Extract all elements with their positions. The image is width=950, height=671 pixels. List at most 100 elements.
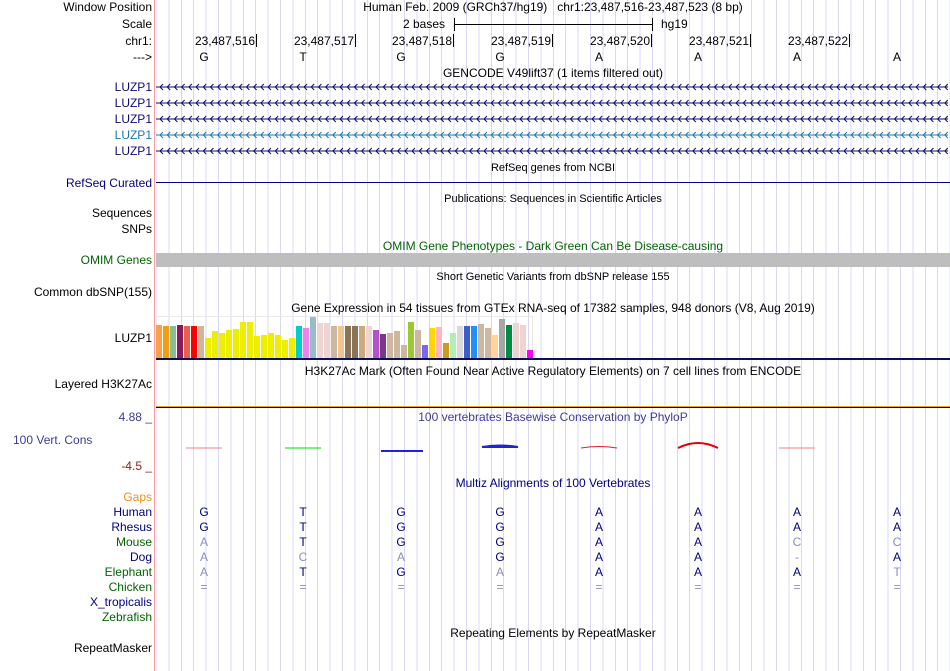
gtex-tissue-bar[interactable] <box>506 324 512 358</box>
aligned-base: A <box>396 550 405 564</box>
species-label-chicken[interactable]: Chicken <box>108 580 152 594</box>
gtex-tissue-bar[interactable] <box>324 322 330 358</box>
gtex-tissue-bar[interactable] <box>163 325 169 358</box>
gtex-tissue-bar[interactable] <box>275 335 281 358</box>
gtex-tissue-bar[interactable] <box>156 324 162 358</box>
species-label-x_tropicalis[interactable]: X_tropicalis <box>89 595 152 609</box>
gtex-tissue-bar[interactable] <box>310 317 316 358</box>
gtex-tissue-bar[interactable] <box>387 333 393 358</box>
aligned-base: A <box>892 550 901 564</box>
gtex-tissue-bar[interactable] <box>205 338 211 358</box>
refseq-label[interactable]: RefSeq Curated <box>65 176 152 190</box>
gtex-tissue-bar[interactable] <box>198 326 204 358</box>
snps-label[interactable]: SNPs <box>121 222 152 236</box>
gtex-tissue-bar[interactable] <box>450 333 456 358</box>
h3k27ac-title[interactable]: H3K27Ac Mark (Often Found Near Active Re… <box>304 364 802 378</box>
gtex-tissue-bar[interactable] <box>429 327 435 358</box>
gtex-tissue-bar[interactable] <box>282 340 288 358</box>
gtex-tissue-bar[interactable] <box>247 321 253 358</box>
gtex-tissue-bar[interactable] <box>184 326 190 358</box>
gene-label-luzp1[interactable]: LUZP1 <box>114 80 152 94</box>
gtex-tissue-bar[interactable] <box>380 334 386 358</box>
gtex-tissue-bar[interactable] <box>317 322 323 358</box>
species-label-elephant[interactable]: Elephant <box>104 565 152 579</box>
gtex-tissue-bar[interactable] <box>373 329 379 358</box>
gtex-tissue-bar[interactable] <box>513 322 519 358</box>
publications-title[interactable]: Publications: Sequences in Scientific Ar… <box>444 193 662 205</box>
gtex-tissue-bar[interactable] <box>352 326 358 358</box>
gtex-tissue-bar[interactable] <box>240 321 246 358</box>
multiz-title[interactable]: Multiz Alignments of 100 Vertebrates <box>455 476 651 490</box>
gtex-tissue-bar[interactable] <box>289 338 295 358</box>
gtex-tissue-bar[interactable] <box>436 326 442 358</box>
gtex-tissue-bar[interactable] <box>268 333 274 358</box>
gtex-tissue-bar[interactable] <box>415 329 421 358</box>
gtex-tissue-bar[interactable] <box>520 324 526 358</box>
gtex-tissue-bar[interactable] <box>471 325 477 358</box>
gencode-title[interactable]: GENCODE V49lift37 (1 items filtered out) <box>442 66 664 80</box>
phylop-label[interactable]: 100 Vert. Cons <box>13 433 93 447</box>
gtex-tissue-bar[interactable] <box>408 321 414 358</box>
gtex-tissue-bar[interactable] <box>492 335 498 358</box>
gtex-tissue-bar[interactable] <box>359 325 365 358</box>
species-label-zebrafish[interactable]: Zebrafish <box>101 610 152 624</box>
gtex-tissue-bar[interactable] <box>331 325 337 358</box>
gtex-title[interactable]: Gene Expression in 54 tissues from GTEx … <box>291 301 815 315</box>
position-label: 23,487,516 <box>194 34 255 48</box>
gtex-tissue-bar[interactable] <box>212 330 218 358</box>
species-label-rhesus[interactable]: Rhesus <box>111 520 152 534</box>
gtex-tissue-bar[interactable] <box>401 345 407 358</box>
gtex-tissue-bar[interactable] <box>366 325 372 358</box>
gtex-tissue-bar[interactable] <box>226 329 232 358</box>
gtex-tissue-bar[interactable] <box>499 318 505 358</box>
species-label-mouse[interactable]: Mouse <box>115 535 152 549</box>
gtex-label[interactable]: LUZP1 <box>114 331 152 345</box>
gtex-tissue-bar[interactable] <box>233 328 239 358</box>
gene-label-luzp1[interactable]: LUZP1 <box>114 96 152 110</box>
aligned-base: G <box>495 550 505 564</box>
gtex-tissue-bar[interactable] <box>422 345 428 358</box>
omim-gene-bar[interactable] <box>156 253 950 267</box>
gtex-tissue-bar[interactable] <box>443 343 449 358</box>
gtex-tissue-bar[interactable] <box>478 323 484 358</box>
gene-label-luzp1[interactable]: LUZP1 <box>114 112 152 126</box>
dbsnp-label[interactable]: Common dbSNP(155) <box>33 285 152 299</box>
omim-title[interactable]: OMIM Gene Phenotypes - Dark Green Can Be… <box>382 239 724 253</box>
gtex-tissue-bar[interactable] <box>394 330 400 358</box>
gaps-label[interactable]: Gaps <box>123 490 152 504</box>
gtex-tissue-bar[interactable] <box>527 349 533 358</box>
gtex-tissue-bar[interactable] <box>345 326 351 358</box>
gtex-tissue-bar[interactable] <box>177 324 183 358</box>
gtex-tissue-bar[interactable] <box>485 327 491 358</box>
gtex-tissue-bar[interactable] <box>464 325 470 358</box>
sequences-label[interactable]: Sequences <box>91 206 152 220</box>
species-label-dog[interactable]: Dog <box>129 550 152 564</box>
gtex-tissue-bar[interactable] <box>303 327 309 358</box>
gtex-tissue-bar[interactable] <box>254 336 260 358</box>
gtex-tissue-bar[interactable] <box>261 335 267 358</box>
gtex-tissue-bar[interactable] <box>457 325 463 358</box>
gene-label-luzp1[interactable]: LUZP1 <box>114 144 152 158</box>
species-label-human[interactable]: Human <box>113 505 152 519</box>
dbsnp-title[interactable]: Short Genetic Variants from dbSNP releas… <box>436 271 670 283</box>
scale-label: Scale <box>121 17 152 31</box>
aligned-base: A <box>693 520 702 534</box>
h3k27ac-label[interactable]: Layered H3K27Ac <box>54 377 152 391</box>
refseq-title[interactable]: RefSeq genes from NCBI <box>490 162 616 174</box>
gtex-tissue-bar[interactable] <box>191 326 197 358</box>
gtex-tissue-bar[interactable] <box>170 325 176 358</box>
omim-label[interactable]: OMIM Genes <box>80 253 152 267</box>
aligned-base: A <box>199 535 208 549</box>
gtex-tissue-bar[interactable] <box>338 326 344 358</box>
phylop-title[interactable]: 100 vertebrates Basewise Conservation by… <box>418 410 688 424</box>
repeatmasker-title[interactable]: Repeating Elements by RepeatMasker <box>450 626 656 640</box>
gtex-tissue-bar[interactable] <box>296 325 302 358</box>
gtex-tissue-bar[interactable] <box>219 333 225 358</box>
gene-label-luzp1[interactable]: LUZP1 <box>114 128 152 142</box>
repeatmasker-label[interactable]: RepeatMasker <box>73 641 152 655</box>
